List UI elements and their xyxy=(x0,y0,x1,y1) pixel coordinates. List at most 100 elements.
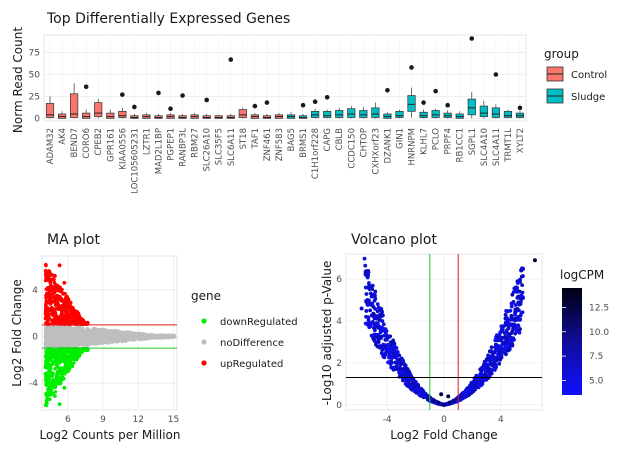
boxplot-gene-label: TAF1 xyxy=(251,128,261,150)
legend-title-group: group xyxy=(544,47,579,61)
box-control xyxy=(118,110,127,118)
box-sludge xyxy=(467,98,476,116)
ma-point-downregulated xyxy=(55,371,60,376)
volcano-point xyxy=(499,353,504,358)
box-control xyxy=(45,103,55,118)
box-outlier xyxy=(517,105,523,111)
ma-point-nodifference xyxy=(85,329,90,333)
ma-point-downregulated xyxy=(55,352,60,356)
ma-point-nodifference xyxy=(50,329,54,333)
box-outlier xyxy=(493,72,499,77)
volcano-point xyxy=(403,367,408,372)
volcano-point xyxy=(366,321,371,326)
ma-point-downregulated xyxy=(50,380,55,384)
boxplot-gene-label: MAD2L1BP xyxy=(154,128,164,174)
ma-point-upregulated xyxy=(53,273,57,278)
ma-point-downregulated xyxy=(70,357,74,362)
ma-point-nodifference xyxy=(100,341,105,346)
volcano-point xyxy=(489,349,494,353)
ma-point-nodifference xyxy=(77,328,81,333)
boxplot-gene-label: RBM27 xyxy=(191,128,201,158)
volcano-point xyxy=(375,309,380,314)
volcano-point xyxy=(496,335,500,340)
volcano-point xyxy=(381,322,386,327)
legend-dot-downregulated xyxy=(201,318,207,324)
volcano-point xyxy=(372,323,377,328)
volcano-point xyxy=(395,367,400,372)
volcano-point xyxy=(412,382,417,386)
volcano-point xyxy=(378,325,383,330)
ma-point-downregulated xyxy=(49,392,54,396)
volcano-x-axis-label: Log2 Fold Change xyxy=(390,428,497,442)
volcano-point xyxy=(368,308,373,313)
ma-point-upregulated xyxy=(63,291,67,296)
volcano-point xyxy=(515,306,520,311)
boxplot-gene-label: CXHXorf23 xyxy=(371,128,381,174)
ma-point-downregulated xyxy=(55,358,60,363)
volcano-point xyxy=(508,344,513,349)
volcano-threshold-lines xyxy=(346,254,542,410)
volcano-point xyxy=(363,263,368,268)
volcano-point xyxy=(378,344,383,349)
box-outlier xyxy=(264,100,270,105)
boxplot-gene-label: ZNF461 xyxy=(263,128,273,161)
volcano-point xyxy=(519,296,523,301)
ma-point-nodifference xyxy=(69,340,74,345)
volcano-point xyxy=(515,281,520,286)
ma-point-nodifference xyxy=(130,333,135,338)
volcano-point xyxy=(512,322,517,327)
volcano-point xyxy=(446,394,451,399)
box-outlier xyxy=(180,93,185,98)
volcano-point xyxy=(363,269,368,274)
volcano-x-tick-label: 0 xyxy=(441,415,447,425)
ma-point-upregulated xyxy=(55,283,59,288)
volcano-point xyxy=(501,335,506,340)
ma-point-nodifference xyxy=(104,332,108,336)
volcano-point xyxy=(364,309,369,313)
ma-point-downregulated xyxy=(50,374,55,378)
ma-point-nodifference xyxy=(47,341,51,346)
ma-point-upregulated xyxy=(81,320,85,325)
box-outlier xyxy=(421,100,426,105)
boxplot-gene-label: SLC6A11 xyxy=(227,128,237,166)
volcano-point xyxy=(402,362,407,367)
ma-point-nodifference xyxy=(159,334,164,339)
legend-label-nodifference: noDifference xyxy=(220,338,284,349)
volcano-point xyxy=(384,334,389,339)
box-control xyxy=(238,109,247,118)
volcano-point xyxy=(493,342,498,347)
ma-point-nodifference xyxy=(140,337,144,341)
legend-label-control: Control xyxy=(571,70,607,81)
volcano-point xyxy=(520,283,525,288)
ma-y-tick-label: -4 xyxy=(29,379,38,389)
ma-point-upregulated xyxy=(64,313,69,318)
box-outlier xyxy=(204,97,209,103)
boxplot-gene-label: BAG5 xyxy=(287,128,297,152)
volcano-point xyxy=(375,302,380,307)
ma-point-downregulated xyxy=(48,364,53,369)
ma-point-downregulated xyxy=(84,346,89,351)
ma-point-nodifference xyxy=(116,330,120,334)
volcano-point xyxy=(512,317,517,322)
volcano-point xyxy=(416,384,421,388)
boxplot-gene-label: HNRNPM xyxy=(408,128,418,165)
ma-point-downregulated xyxy=(48,397,52,402)
ma-point-nodifference xyxy=(69,334,74,338)
volcano-y-axis-label: -Log10 adjusted p-Value xyxy=(320,261,334,406)
ma-point-downregulated xyxy=(44,374,48,379)
volcano-point xyxy=(482,377,486,382)
volcano-point xyxy=(505,328,509,333)
boxplot-y-tick-label: 50 xyxy=(29,70,41,80)
boxplot-y-tick-label: 25 xyxy=(29,92,40,102)
ma-point-downregulated xyxy=(46,373,51,378)
legend-label-upregulated: upRegulated xyxy=(220,359,283,370)
ma-point-upregulated xyxy=(71,306,75,310)
ma-point-nodifference xyxy=(89,341,93,345)
ma-point-upregulated xyxy=(48,301,53,306)
ma-point-nodifference xyxy=(47,336,51,341)
ma-points xyxy=(44,263,177,407)
volcano-point xyxy=(404,374,409,378)
ma-point-nodifference xyxy=(75,332,79,336)
ma-point-nodifference xyxy=(125,337,129,342)
ma-point-upregulated xyxy=(44,296,48,300)
